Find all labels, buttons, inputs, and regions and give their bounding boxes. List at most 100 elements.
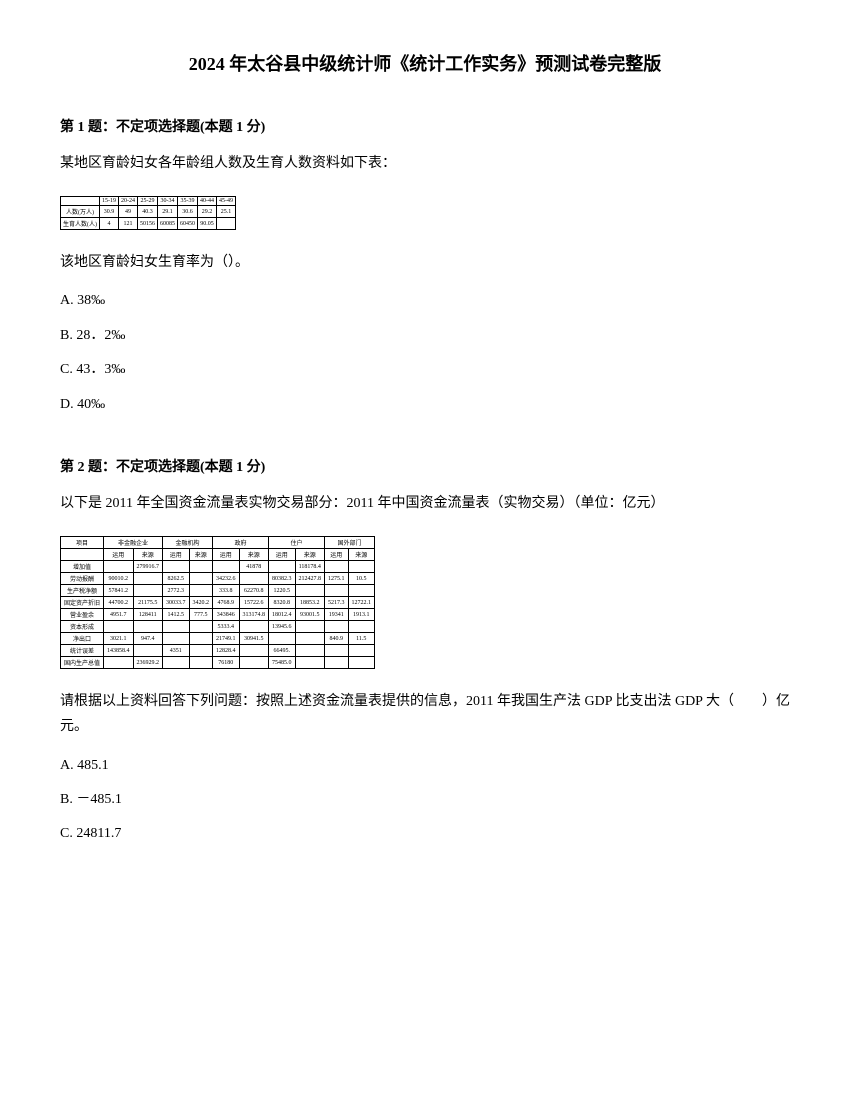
q2-table-cell <box>163 657 190 669</box>
q1-table-cell: 90.05 <box>198 218 217 230</box>
question-1-table: 15-19 20-24 25-29 30-34 35-39 40-44 45-4… <box>60 196 790 230</box>
question-1-header: 第 1 题：不定项选择题(本题 1 分) <box>60 116 790 136</box>
q2-table-cell <box>213 561 240 573</box>
question-2: 第 2 题：不定项选择题(本题 1 分) 以下是 2011 年全国资金流量表实物… <box>60 456 790 846</box>
q2-table-cell: 4351 <box>163 645 190 657</box>
q2-table-subheader: 来源 <box>239 549 269 561</box>
q2-table-subheader: 来源 <box>295 549 325 561</box>
q2-table-cell: 营业盈余 <box>61 609 104 621</box>
q2-table-cell <box>295 633 325 645</box>
q2-table-header: 项目 <box>61 537 104 549</box>
question-2-option-c: C. 24811.7 <box>60 823 790 845</box>
question-1-option-d: D. 40‰ <box>60 394 790 416</box>
q2-table-cell: 19341 <box>325 609 349 621</box>
q2-table-cell: 10.5 <box>348 573 375 585</box>
q1-table-cell: 121 <box>119 218 138 230</box>
q2-table-cell: 生产税净额 <box>61 585 104 597</box>
q1-table-cell: 30.6 <box>178 206 198 218</box>
q2-table-cell <box>239 657 269 669</box>
q2-table-cell <box>239 621 269 633</box>
q2-table-cell: 18012.4 <box>269 609 296 621</box>
q2-table-cell: 279916.7 <box>133 561 163 573</box>
q2-table-cell: 143858.4 <box>104 645 134 657</box>
q1-table-cell: 30.9 <box>100 206 119 218</box>
q2-table-cell: 13945.6 <box>269 621 296 633</box>
q2-table-cell: 777.5 <box>189 609 213 621</box>
q1-table-cell: 29.1 <box>158 206 178 218</box>
q2-table-cell <box>348 561 375 573</box>
q2-table-cell: 5333.4 <box>213 621 240 633</box>
q2-table-cell <box>325 657 349 669</box>
q2-table-cell: 1412.5 <box>163 609 190 621</box>
question-1-option-a: A. 38‰ <box>60 290 790 312</box>
q2-table-subheader: 运用 <box>163 549 190 561</box>
q2-table-cell <box>325 621 349 633</box>
q2-table-cell: 313174.8 <box>239 609 269 621</box>
q2-table-cell: 118178.4 <box>295 561 325 573</box>
q2-table-cell: 34232.6 <box>213 573 240 585</box>
q2-table-cell <box>269 561 296 573</box>
q2-table-cell: 8262.5 <box>163 573 190 585</box>
q2-table-cell <box>133 621 163 633</box>
q2-table-cell <box>348 621 375 633</box>
q2-table-cell <box>325 585 349 597</box>
q1-table-cell: 60085 <box>158 218 178 230</box>
question-2-table: 项目非金融企业金融机构政府住户国外部门运用来源运用来源运用来源运用来源运用来源增… <box>60 536 790 669</box>
q2-table-cell: 8320.8 <box>269 597 296 609</box>
q2-table-cell: 57841.2 <box>104 585 134 597</box>
q2-table-cell: 12722.1 <box>348 597 375 609</box>
q2-table-cell: 4768.9 <box>213 597 240 609</box>
q2-table-cell: 3420.2 <box>189 597 213 609</box>
q2-table-cell <box>189 633 213 645</box>
q2-table-subheader <box>61 549 104 561</box>
q2-table-cell <box>189 621 213 633</box>
q1-table-cell: 25-29 <box>138 197 158 206</box>
question-1-text: 某地区育龄妇女各年龄组人数及生育人数资料如下表： <box>60 151 790 176</box>
q2-table-cell: 947.4 <box>133 633 163 645</box>
q2-table-cell: 76180 <box>213 657 240 669</box>
q2-table-cell <box>189 645 213 657</box>
q2-table-subheader: 来源 <box>348 549 375 561</box>
q1-table-cell: 生育人数(人) <box>61 218 100 230</box>
q2-table-cell <box>295 657 325 669</box>
q1-table-cell: 4 <box>100 218 119 230</box>
q2-table-subheader: 来源 <box>189 549 213 561</box>
q1-table-cell: 20-24 <box>119 197 138 206</box>
q2-table-cell <box>133 645 163 657</box>
q2-table-cell <box>189 561 213 573</box>
question-2-option-b: B. －485.1 <box>60 789 790 811</box>
q2-table-cell: 15722.6 <box>239 597 269 609</box>
q2-table-header: 政府 <box>213 537 269 549</box>
question-2-post-text: 请根据以上资料回答下列问题：按照上述资金流量表提供的信息，2011 年我国生产法… <box>60 689 790 739</box>
q2-table-subheader: 来源 <box>133 549 163 561</box>
q2-table-cell: 41878 <box>239 561 269 573</box>
q2-table-cell: 212427.8 <box>295 573 325 585</box>
q2-table-cell: 44700.2 <box>104 597 134 609</box>
q2-table-cell: 1220.5 <box>269 585 296 597</box>
q1-table-cell: 45-49 <box>217 197 236 206</box>
q2-table-cell: 1275.1 <box>325 573 349 585</box>
q2-table-cell <box>163 621 190 633</box>
q2-table-header: 金融机构 <box>163 537 213 549</box>
q1-table-cell: 49 <box>119 206 138 218</box>
document-title: 2024 年太谷县中级统计师《统计工作实务》预测试卷完整版 <box>60 50 790 76</box>
q2-table-cell: 4951.7 <box>104 609 134 621</box>
q2-table-cell: 333.8 <box>213 585 240 597</box>
q2-table-cell <box>104 657 134 669</box>
q2-table-cell: 资本形成 <box>61 621 104 633</box>
q2-table-cell <box>163 561 190 573</box>
q2-table-cell: 12828.4 <box>213 645 240 657</box>
q2-table-cell <box>269 633 296 645</box>
q2-table-cell <box>348 645 375 657</box>
q2-table-header: 住户 <box>269 537 325 549</box>
q2-table-cell: 增加值 <box>61 561 104 573</box>
q2-table-cell <box>189 585 213 597</box>
q2-table-cell <box>239 573 269 585</box>
q2-table-cell: 21175.5 <box>133 597 163 609</box>
q2-table-cell <box>133 585 163 597</box>
question-1-option-b: B. 28．2‰ <box>60 325 790 347</box>
q2-table-cell: 固定资产折旧 <box>61 597 104 609</box>
q1-table-cell: 15-19 <box>100 197 119 206</box>
question-1: 第 1 题：不定项选择题(本题 1 分) 某地区育龄妇女各年龄组人数及生育人数资… <box>60 116 790 416</box>
q2-table-cell <box>348 657 375 669</box>
